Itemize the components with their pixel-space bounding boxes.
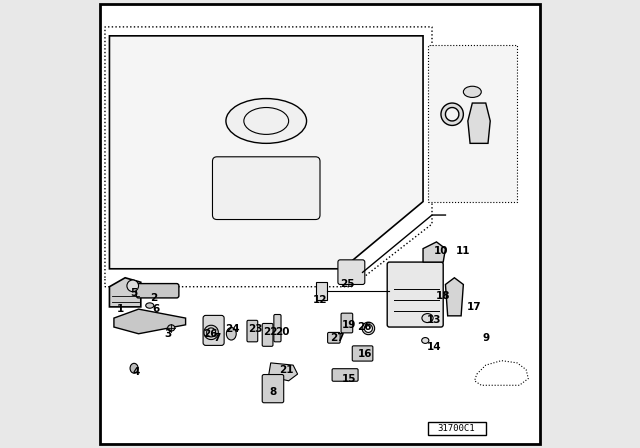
Polygon shape [468, 103, 490, 143]
Text: 23: 23 [248, 324, 262, 334]
Text: 8: 8 [269, 387, 276, 397]
Text: 27: 27 [331, 333, 345, 343]
Ellipse shape [244, 108, 289, 134]
Text: 3: 3 [164, 329, 172, 339]
FancyBboxPatch shape [352, 346, 373, 361]
Ellipse shape [227, 327, 236, 340]
Polygon shape [269, 363, 298, 381]
Polygon shape [109, 278, 141, 307]
Text: 31700C1: 31700C1 [438, 424, 476, 433]
FancyBboxPatch shape [387, 262, 443, 327]
Bar [316, 282, 326, 300]
FancyBboxPatch shape [247, 320, 258, 342]
Text: 10: 10 [434, 246, 448, 256]
FancyBboxPatch shape [136, 284, 179, 298]
Ellipse shape [226, 99, 307, 143]
Text: 5: 5 [131, 289, 138, 298]
Text: 16: 16 [358, 349, 372, 359]
Ellipse shape [146, 303, 154, 308]
Text: 7: 7 [213, 333, 221, 343]
FancyBboxPatch shape [212, 157, 320, 220]
Text: 15: 15 [342, 374, 356, 383]
Text: 9: 9 [482, 333, 490, 343]
FancyBboxPatch shape [262, 375, 284, 403]
Text: 19: 19 [342, 320, 356, 330]
Ellipse shape [422, 314, 433, 323]
FancyBboxPatch shape [274, 314, 281, 342]
Polygon shape [423, 242, 445, 262]
Text: 25: 25 [340, 280, 354, 289]
Circle shape [127, 280, 139, 292]
Text: 22: 22 [264, 327, 278, 336]
Text: 21: 21 [279, 365, 294, 375]
Text: 26: 26 [203, 329, 218, 339]
FancyBboxPatch shape [262, 323, 273, 346]
FancyBboxPatch shape [338, 260, 365, 284]
Bar [428, 45, 517, 202]
FancyBboxPatch shape [203, 315, 224, 345]
Text: 14: 14 [427, 342, 442, 352]
Polygon shape [114, 309, 186, 334]
Text: 17: 17 [467, 302, 482, 312]
Text: 4: 4 [132, 367, 140, 377]
Text: 11: 11 [456, 246, 470, 256]
FancyBboxPatch shape [332, 369, 358, 381]
Ellipse shape [168, 325, 175, 331]
Text: 6: 6 [153, 304, 160, 314]
Ellipse shape [463, 86, 481, 98]
Ellipse shape [422, 338, 429, 344]
FancyBboxPatch shape [341, 313, 353, 333]
Text: 2: 2 [150, 293, 158, 303]
Text: 18: 18 [436, 291, 451, 301]
Text: 20: 20 [275, 327, 289, 336]
Ellipse shape [130, 363, 138, 373]
Text: 13: 13 [427, 315, 442, 325]
Bar [428, 422, 486, 435]
Text: 12: 12 [313, 295, 327, 305]
Polygon shape [445, 278, 463, 316]
FancyBboxPatch shape [328, 332, 340, 343]
Text: 1: 1 [117, 304, 124, 314]
Polygon shape [109, 36, 423, 269]
Text: 26: 26 [358, 322, 372, 332]
Text: 24: 24 [225, 324, 240, 334]
